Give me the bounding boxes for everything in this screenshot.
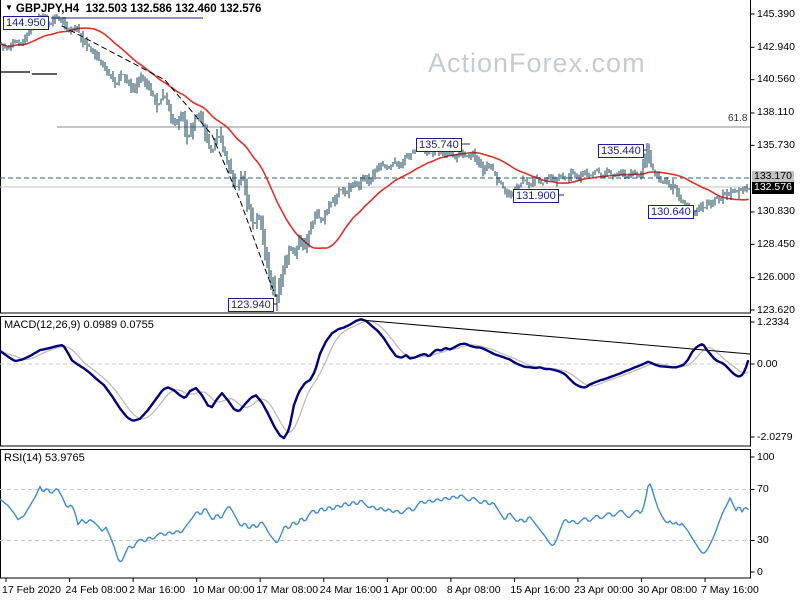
date-axis-label: 15 Apr 16:00 (510, 584, 570, 596)
price-axis-label: 130.830 (757, 205, 795, 218)
price-axis-label: 140.560 (757, 73, 795, 86)
macd-axis-label: -2.0279 (757, 430, 793, 443)
date-axis-label: 23 Apr 00:00 (573, 584, 634, 596)
watermark: ActionForex.com (428, 48, 646, 78)
price-axis-label: 138.110 (757, 106, 795, 119)
date-axis-label: 10 Mar 00:00 (192, 584, 255, 596)
current-price-label: 133.170 (752, 170, 794, 183)
rsi-axis-label: 0 (757, 565, 763, 578)
date-axis-label: 24 Feb 08:00 (65, 584, 128, 596)
rsi-axis-label: 70 (757, 483, 769, 495)
date-axis-label: 17 Feb 2020 (2, 584, 61, 596)
symbol-dropdown-icon[interactable]: ▼ (5, 3, 13, 12)
rsi-axis-label: 30 (757, 534, 769, 546)
date-axis-label: 1 Apr 00:00 (383, 584, 438, 596)
date-axis-label: 30 Apr 08:00 (637, 584, 698, 596)
annotation-label: 144.950 (3, 16, 49, 30)
macd-axis-label: 0.00 (757, 357, 778, 370)
rsi-axis-label: 100 (757, 450, 775, 463)
annotation-label: 135.740 (416, 138, 462, 152)
price-axis-label: 123.620 (757, 303, 795, 316)
rsi-indicator-label: RSI(14) 53.9765 (4, 452, 85, 464)
fib-level-label: 61.8 (728, 113, 748, 124)
price-axis-label: 142.940 (757, 40, 795, 53)
annotation-label: 130.640 (648, 205, 694, 219)
date-axis-label: 7 May 16:00 (701, 584, 759, 596)
annotation-label: 123.940 (228, 298, 274, 312)
price-axis-label: 135.730 (757, 138, 795, 151)
ohlc-values: 132.503 132.586 132.460 132.576 (85, 3, 262, 15)
current-price-label: 132.576 (752, 180, 794, 194)
date-axis-label: 17 Mar 08:00 (256, 584, 319, 596)
price-axis-label: 128.450 (757, 237, 795, 250)
price-axis-label: 126.000 (757, 271, 795, 284)
macd-indicator-label: MACD(12,26,9) 0.0989 0.0755 (4, 319, 154, 331)
chart-title: ▼ GBPJPY,H4 132.503 132.586 132.460 132.5… (5, 3, 261, 15)
price-axis-label: 145.390 (757, 7, 795, 20)
symbol-label: GBPJPY,H4 (15, 3, 80, 15)
annotation-label: 131.900 (513, 189, 559, 203)
macd-axis-label: 1.2334 (757, 315, 790, 328)
date-axis-label: 24 Mar 16:00 (319, 584, 382, 596)
date-axis-label: 2 Mar 16:00 (129, 584, 186, 596)
date-axis-label: 8 Apr 08:00 (446, 584, 501, 596)
annotation-label: 135.440 (598, 144, 644, 158)
